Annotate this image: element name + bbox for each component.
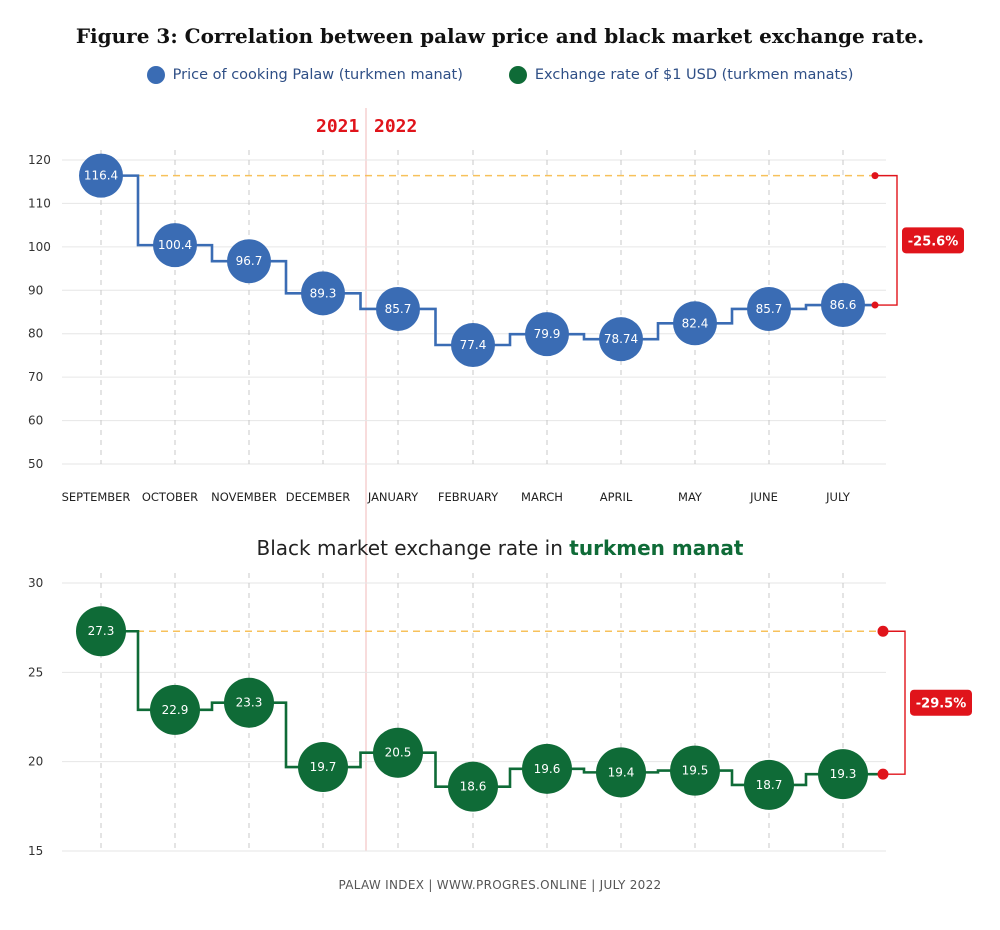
chart2-subtitle: Black market exchange rate in turkmen ma… xyxy=(0,536,1000,560)
palaw-ytick-90: 90 xyxy=(28,283,43,297)
rate-value-november: 23.3 xyxy=(236,696,263,710)
month-label-november: NOVEMBER xyxy=(211,490,277,504)
rate-change-label: -29.5% xyxy=(916,697,967,712)
palaw-ytick-100: 100 xyxy=(28,240,51,254)
palaw-end-marker xyxy=(871,301,879,309)
rate-value-february: 18.6 xyxy=(460,780,487,794)
palaw-point-july xyxy=(821,283,865,328)
rate-ytick-20: 20 xyxy=(28,755,43,769)
rate-point-april xyxy=(596,747,646,798)
rate-point-december xyxy=(298,742,348,793)
legend-label-rate: Exchange rate of $1 USD (turkmen manats) xyxy=(534,67,854,83)
subtitle-prefix: Black market exchange rate in xyxy=(256,536,570,560)
month-label-april: APRIL xyxy=(600,490,633,504)
rate-ytick-25: 25 xyxy=(28,665,43,679)
palaw-ytick-60: 60 xyxy=(28,414,43,428)
palaw-point-december xyxy=(301,271,345,316)
palaw-change-bracket xyxy=(875,174,898,306)
month-label-january: JANUARY xyxy=(367,490,419,504)
rate-chart: 15 20 25 30 -29.5% 27.3 22.9 23.3 19.7 20.5 18.6 19… xyxy=(28,573,972,858)
rate-point-february xyxy=(448,761,498,812)
rate-point-march xyxy=(522,743,572,794)
palaw-value-april: 78.74 xyxy=(604,332,638,346)
rate-value-april: 19.4 xyxy=(608,765,635,779)
rate-start-marker xyxy=(877,625,889,637)
rate-point-january xyxy=(373,727,423,778)
year-label-2022: 2022 xyxy=(374,116,418,137)
rate-point-june xyxy=(744,759,794,810)
rate-value-september: 27.3 xyxy=(88,624,115,638)
palaw-value-june: 85.7 xyxy=(756,302,783,316)
year-label-2021: 2021 xyxy=(316,116,360,137)
palaw-point-october xyxy=(153,223,197,268)
legend-item-rate: Exchange rate of $1 USD (turkmen manats) xyxy=(508,66,854,84)
palaw-value-december: 89.3 xyxy=(310,286,337,300)
palaw-value-november: 96.7 xyxy=(236,254,263,268)
palaw-point-november xyxy=(227,239,271,284)
rate-point-october xyxy=(150,684,200,735)
rate-value-june: 18.7 xyxy=(756,778,783,792)
palaw-value-january: 85.7 xyxy=(385,302,412,316)
rate-ytick-15: 15 xyxy=(28,844,43,858)
palaw-ytick-70: 70 xyxy=(28,370,43,384)
palaw-ytick-120: 120 xyxy=(28,153,51,167)
palaw-value-february: 77.4 xyxy=(460,338,487,352)
palaw-point-september xyxy=(79,153,123,198)
palaw-point-february xyxy=(451,323,495,368)
palaw-value-july: 86.6 xyxy=(830,298,857,312)
rate-value-may: 19.5 xyxy=(682,764,709,778)
rate-value-january: 20.5 xyxy=(385,746,412,760)
legend-label-price: Price of cooking Palaw (turkmen manat) xyxy=(172,67,463,83)
palaw-ytick-80: 80 xyxy=(28,327,43,341)
rate-point-september xyxy=(76,606,126,657)
rate-value-july: 19.3 xyxy=(830,767,857,781)
month-label-june: JUNE xyxy=(749,490,778,504)
month-label-december: DECEMBER xyxy=(286,490,351,504)
blue-dot-icon xyxy=(146,66,165,84)
rate-value-march: 19.6 xyxy=(534,762,561,776)
footer: PALAW INDEX | WWW.PROGRES.ONLINE | JULY … xyxy=(338,878,662,892)
month-label-october: OCTOBER xyxy=(142,490,198,504)
rate-change-badge xyxy=(910,689,972,716)
palaw-point-march xyxy=(525,312,569,357)
palaw-value-may: 82.4 xyxy=(682,316,709,330)
rate-value-december: 19.7 xyxy=(310,760,337,774)
month-label-march: MARCH xyxy=(521,490,563,504)
palaw-point-january xyxy=(376,286,420,331)
rate-point-may xyxy=(670,745,720,796)
figure-title: Figure 3: Correlation between palaw pric… xyxy=(75,24,925,48)
palaw-point-june xyxy=(747,286,791,331)
palaw-chart: 50 60 70 80 90 100 110 120 -25.6% 116.4 100.4 96.7 8… xyxy=(28,150,964,504)
green-dot-icon xyxy=(508,66,527,84)
palaw-change-badge xyxy=(902,227,964,254)
palaw-point-may xyxy=(673,301,717,346)
palaw-value-march: 79.9 xyxy=(534,327,561,341)
rate-change-bracket xyxy=(883,630,906,775)
month-label-february: FEBRUARY xyxy=(438,490,499,504)
palaw-point-april xyxy=(599,317,643,362)
palaw-ytick-110: 110 xyxy=(28,196,51,210)
palaw-change-label: -25.6% xyxy=(908,234,959,249)
subtitle-highlight: turkmen manat xyxy=(569,536,744,560)
rate-value-october: 22.9 xyxy=(162,703,189,717)
month-label-september: SEPTEMBER xyxy=(62,490,131,504)
month-label-july: JULY xyxy=(825,490,851,504)
rate-point-november xyxy=(224,677,274,728)
palaw-start-marker xyxy=(871,172,879,180)
month-label-may: MAY xyxy=(678,490,703,504)
legend: Price of cooking Palaw (turkmen manat) E… xyxy=(0,66,1000,84)
palaw-ytick-50: 50 xyxy=(28,457,43,471)
rate-end-marker xyxy=(877,768,889,780)
rate-point-july xyxy=(818,749,868,800)
palaw-value-october: 100.4 xyxy=(158,238,192,252)
legend-item-price: Price of cooking Palaw (turkmen manat) xyxy=(146,66,463,84)
rate-ytick-30: 30 xyxy=(28,576,43,590)
palaw-value-september: 116.4 xyxy=(84,169,118,183)
